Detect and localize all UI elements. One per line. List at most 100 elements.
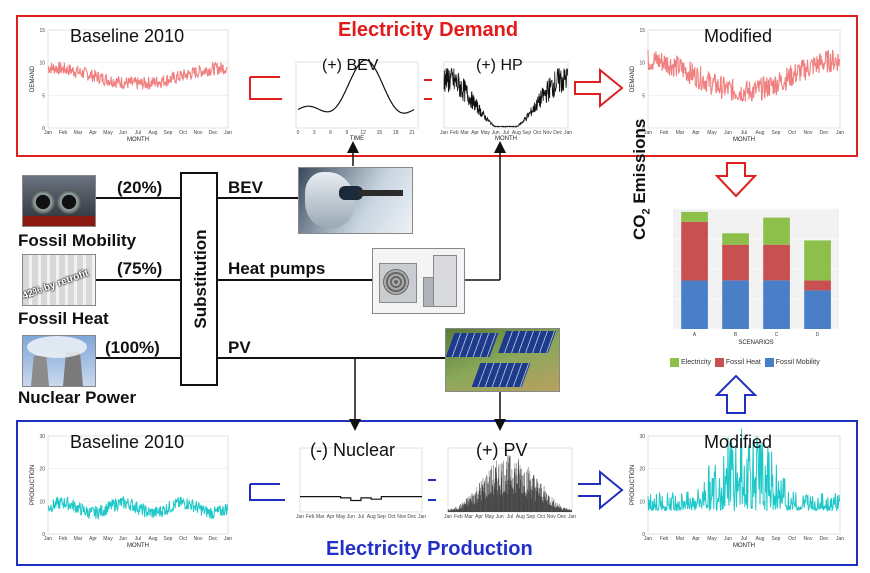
y-tick-label: 10 [639, 61, 645, 67]
x-axis-label: MONTH [127, 137, 149, 143]
co2-legend: Electricity Fossil Heat Fossil Mobility [670, 358, 820, 367]
legend-swatch-fossil-mobility [764, 358, 774, 367]
x-tick-label: Jan [224, 130, 232, 136]
x-tick-label: Jul [135, 536, 141, 542]
y-axis-label: DEMAND [30, 65, 36, 92]
nuclear-power-label: Nuclear Power [18, 388, 137, 407]
y-tick-label: 0 [42, 126, 45, 132]
production-modified-title: Modified [704, 432, 773, 452]
x-tick-label: D [816, 332, 820, 338]
electricity-demand-frame [16, 15, 858, 157]
production-baseline-chart: 0 10 20 30 Jan Feb Mar Apr May Jun Jul Aug Sep Oct Nov… [30, 434, 232, 549]
x-tick-label: Mar [460, 130, 469, 136]
legend-item-fossil-heat: Fossil Heat [714, 358, 761, 367]
x-tick-label: Aug [516, 514, 525, 520]
y-tick-label: 0 [642, 532, 645, 538]
co2-title-main: CO [630, 214, 649, 241]
y-tick-label: 30 [39, 434, 45, 440]
x-tick-label: Jan [44, 130, 52, 136]
x-tick-label: Oct [388, 514, 396, 520]
x-tick-label: Feb [454, 514, 463, 520]
x-tick-label: Apr [89, 536, 97, 542]
x-tick-label: Jul [358, 514, 364, 520]
production-modified-chart: 0 10 20 30 Jan Feb Mar Apr May Jun Jul Aug Sep Oct Nov… [630, 428, 844, 549]
x-tick-label: Feb [59, 536, 68, 542]
x-tick-label: Feb [306, 514, 315, 520]
legend-label-electricity: Electricity [681, 359, 711, 367]
x-tick-label: Dec [407, 514, 416, 520]
plot-area [295, 61, 419, 129]
x-tick-label: Sep [526, 514, 535, 520]
co2-title-subscript: 2 [640, 208, 653, 215]
bev-demand-plot: 0 3 6 9 12 15 18 21 TIME (+) BEV [282, 54, 424, 140]
co2-title-rest: Emissions [630, 118, 649, 209]
bar-fossil-heat-A [681, 221, 708, 281]
x-tick-label: Mar [74, 130, 83, 136]
pv-label: PV [228, 338, 251, 357]
y-tick-label: 10 [39, 61, 45, 67]
bar-electricity-A [681, 211, 708, 222]
x-tick-label: Nov [804, 130, 813, 136]
x-tick-label: Oct [533, 130, 541, 136]
x-tick-label: Jun [724, 130, 732, 136]
x-tick-label: Oct [537, 514, 545, 520]
production-series-line [647, 428, 840, 512]
x-tick-label: Dec [820, 536, 829, 542]
x-tick-label: Dec [820, 130, 829, 136]
bev-demand-chart: 0 3 6 9 12 15 18 21 TIME [295, 59, 419, 140]
co2-emissions-title: CO2 Emissions [630, 119, 652, 240]
x-tick-label: A [693, 332, 697, 338]
electricity-demand-title: Electricity Demand [338, 19, 519, 41]
nuclear-profile-line [300, 496, 422, 502]
x-tick-label: Feb [450, 130, 459, 136]
x-axis-label: MONTH [495, 136, 517, 140]
bar-fossil-mobility-A [681, 280, 708, 329]
demand-baseline-plot: 0 5 10 15 Jan Feb Mar Apr May Jun Jul Aug Sep Oct Nov D… [28, 22, 238, 150]
substitution-label: Substitution [191, 229, 210, 329]
x-tick-label: 9 [345, 130, 348, 136]
pv-production-plot: Jan Feb Mar Apr May Jun Jul Aug Sep Oct Nov Dec Jan … [436, 438, 578, 524]
x-axis-label: MONTH [733, 543, 755, 549]
cooling-towers-image [22, 335, 96, 387]
x-tick-label: 12 [360, 130, 366, 136]
x-tick-label: Sep [377, 514, 386, 520]
x-tick-label: Sep [522, 130, 531, 136]
bar-fossil-heat-C [763, 244, 790, 281]
x-axis-label: SCENARIOS [738, 340, 773, 346]
x-tick-label: Dec [209, 130, 218, 136]
y-tick-label: 15 [39, 28, 45, 34]
heat-pump-image [372, 248, 465, 314]
exhaust-pipes-image [22, 175, 96, 227]
x-tick-label: Jun [492, 130, 500, 136]
x-tick-label: Feb [660, 536, 669, 542]
x-tick-label: Sep [164, 130, 173, 136]
x-tick-label: 0 [297, 130, 300, 136]
legend-item-electricity: Electricity [670, 358, 711, 367]
demand-series-line [647, 49, 841, 102]
legend-label-fossil-mobility: Fossil Mobility [775, 359, 820, 367]
x-tick-label: Mar [74, 536, 83, 542]
x-tick-label: Dec [557, 514, 566, 520]
x-tick-label: Jul [135, 130, 141, 136]
demand-modified-plot: 0 5 10 15 Jan Feb Mar Apr May Jun Jul Aug Sep Oct Nov D… [628, 22, 850, 150]
x-tick-label: Apr [692, 536, 700, 542]
demand-series-line [47, 61, 228, 90]
x-tick-label: Aug [756, 130, 765, 136]
electricity-production-frame [16, 420, 858, 566]
legend-item-fossil-mobility: Fossil Mobility [764, 358, 820, 367]
x-tick-label: Jan [564, 130, 572, 136]
hp-plot-title: (+) HP [476, 57, 523, 74]
legend-swatch-electricity [670, 358, 679, 367]
x-tick-label: Aug [149, 130, 158, 136]
x-tick-label: 15 [377, 130, 383, 136]
x-axis-label: MONTH [733, 137, 755, 143]
x-tick-label: Jul [741, 130, 747, 136]
substitution-box: Substitution [180, 172, 218, 386]
heat-pumps-label: Heat pumps [228, 259, 326, 278]
x-tick-label: Oct [788, 536, 796, 542]
y-tick-label: 30 [639, 434, 645, 440]
x-tick-label: Mar [464, 514, 473, 520]
y-tick-label: 20 [639, 467, 645, 473]
y-tick-label: 0 [42, 532, 45, 538]
